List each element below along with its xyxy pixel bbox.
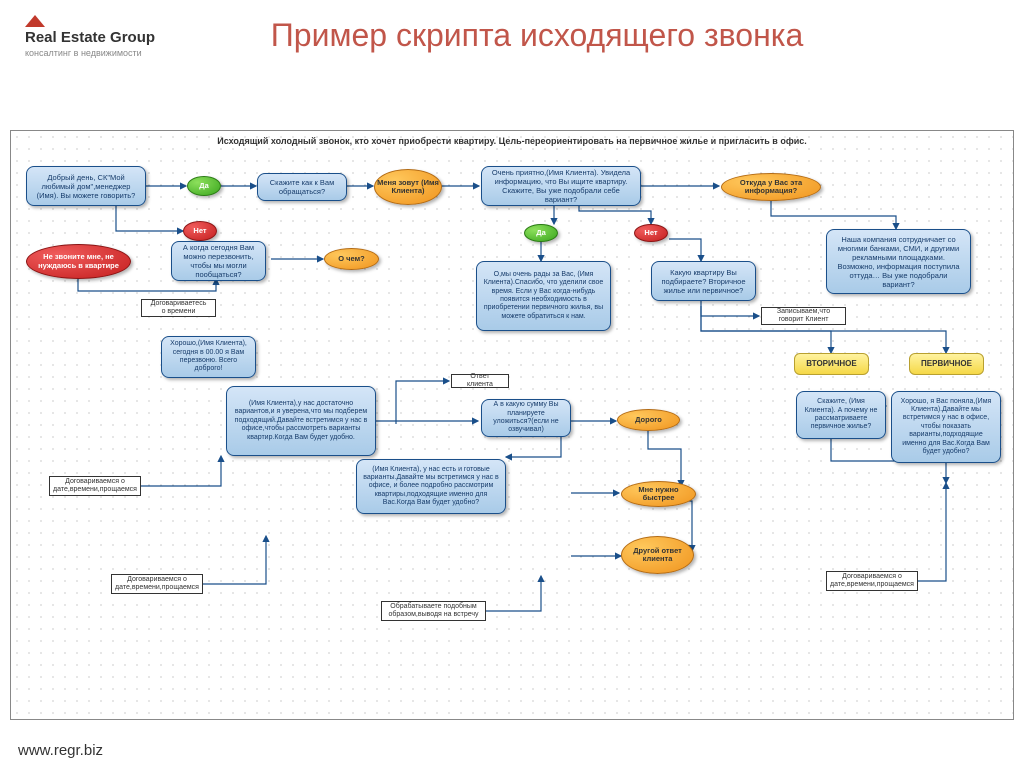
node-about-what: О чем? [324, 248, 379, 270]
page-title: Пример скрипта исходящего звонка [155, 15, 999, 57]
node-company-info: Наша компания сотрудничает со многими ба… [826, 229, 971, 294]
node-ask-name: Скажите как к Вам обращаться? [257, 173, 347, 201]
node-greeting: Добрый день, СК"Мой любимый дом",менедже… [26, 166, 146, 206]
header: Real Estate Group консалтинг в недвижимо… [0, 0, 1024, 63]
node-secondary: ВТОРИЧНОЕ [794, 353, 869, 375]
logo-subtitle: консалтинг в недвижимости [25, 48, 155, 58]
logo: Real Estate Group консалтинг в недвижимо… [25, 15, 155, 58]
node-ready-variants: (Имя Клиента), у нас есть и готовые вари… [356, 459, 506, 514]
flowchart-subtitle: Исходящий холодный звонок, кто хочет при… [11, 136, 1013, 146]
note-process-similar: Обрабатываете подобным образом,выводя на… [381, 601, 486, 621]
note-agree-date-1: Договариваемся о дате,времени,прощаемся [49, 476, 141, 496]
node-which-flat: Какую квартиру Вы подбираете? Вторичное … [651, 261, 756, 301]
note-agree-time: Договариваетесь о времени [141, 299, 216, 317]
house-roof-icon [25, 15, 45, 27]
flowchart-canvas: Исходящий холодный звонок, кто хочет при… [10, 130, 1014, 720]
node-pleasant: Очень приятно,(Имя Клиента). Увидела инф… [481, 166, 641, 206]
note-client-response: Ответ клиента [451, 374, 509, 388]
node-expensive: Дорого [617, 409, 680, 431]
node-no-1: Нет [183, 221, 217, 241]
node-budget: А в какую сумму Вы планируете уложиться?… [481, 399, 571, 437]
node-understood: Хорошо, я Вас поняла,(Имя Клиента).Давай… [891, 391, 1001, 463]
node-yes-2: Да [524, 224, 558, 242]
node-primary: ПЕРВИЧНОЕ [909, 353, 984, 375]
logo-text: Real Estate Group [25, 29, 155, 46]
node-no-2: Нет [634, 224, 668, 242]
node-glad: О,мы очень рады за Вас, (Имя Клиента).Сп… [476, 261, 611, 331]
node-client-name: Меня зовут (Имя Клиента) [374, 169, 442, 205]
node-callback-confirm: Хорошо,(Имя Клиента), сегодня в 00.00 я … [161, 336, 256, 378]
note-agree-date-3: Договариваемся о дате,времени,прощаемся [826, 571, 918, 591]
node-why-not-primary: Скажите, (Имя Клиента). А почему не расс… [796, 391, 886, 439]
node-other-answer: Другой ответ клиента [621, 536, 694, 574]
note-record-client: Записываем,что говорит Клиент [761, 307, 846, 325]
footer-url: www.regr.biz [18, 742, 103, 759]
node-where-info: Откуда у Вас эта информация? [721, 173, 821, 201]
node-faster: Мне нужно быстрее [621, 481, 696, 507]
node-callback-when: А когда сегодня Вам можно перезвонить, ч… [171, 241, 266, 281]
node-reject-call: Не звоните мне, не нуждаюсь в квартире [26, 244, 131, 279]
note-agree-date-2: Договариваемся о дате,времени,прощаемся [111, 574, 203, 594]
node-enough-variants: (Имя Клиента),у нас достаточно вариантов… [226, 386, 376, 456]
node-yes-1: Да [187, 176, 221, 196]
